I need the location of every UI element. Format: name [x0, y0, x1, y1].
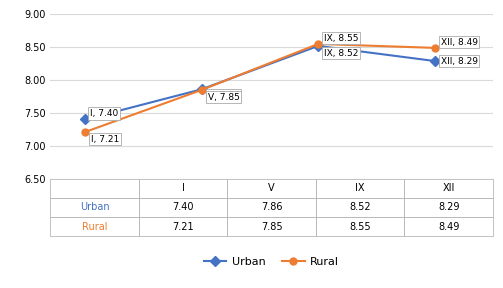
- Line: Urban: Urban: [82, 42, 438, 123]
- Rural: [199, 88, 205, 92]
- Rural: [315, 42, 321, 46]
- Urban: [315, 44, 321, 48]
- Urban: [82, 118, 88, 121]
- Text: I, 7.21: I, 7.21: [91, 134, 119, 143]
- Text: V; 7,86: V; 7,86: [208, 90, 239, 100]
- Urban: [199, 88, 205, 91]
- Line: Rural: Rural: [82, 41, 438, 135]
- Legend: Urban, Rural: Urban, Rural: [200, 253, 344, 272]
- Urban: [432, 59, 438, 63]
- Text: IX, 8.52: IX, 8.52: [324, 49, 359, 58]
- Rural: [82, 130, 88, 134]
- Text: XII, 8.49: XII, 8.49: [441, 37, 477, 47]
- Text: V, 7.85: V, 7.85: [208, 92, 239, 102]
- Text: I, 7.40: I, 7.40: [90, 109, 118, 118]
- Text: XII, 8.29: XII, 8.29: [441, 56, 477, 66]
- Text: IX, 8.55: IX, 8.55: [324, 34, 359, 43]
- Rural: [432, 46, 438, 50]
